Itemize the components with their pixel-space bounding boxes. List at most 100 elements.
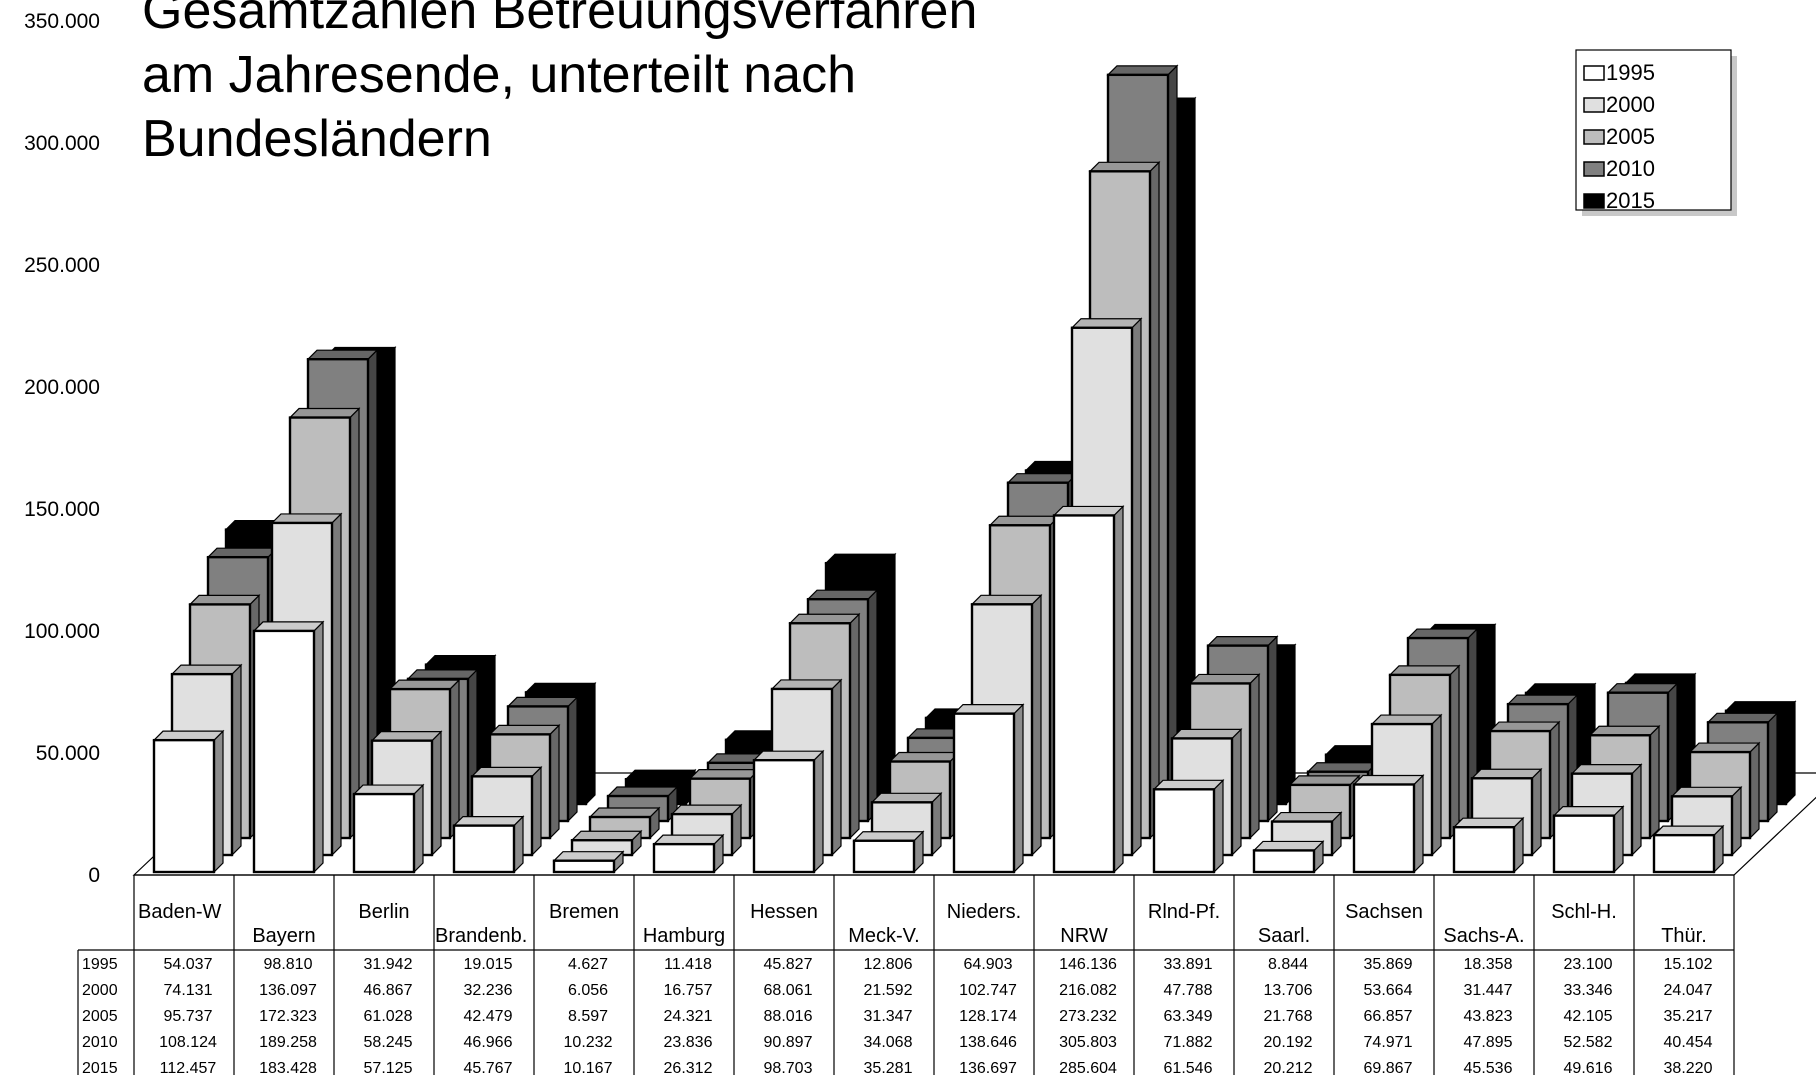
- data-label: 6.056: [568, 982, 608, 999]
- bar-side: [1785, 700, 1796, 806]
- data-label: 95.737: [164, 1008, 213, 1025]
- bar-front: [552, 859, 616, 874]
- bar-top: [1288, 775, 1361, 786]
- bar-top: [1506, 694, 1579, 705]
- bar-top: [806, 589, 879, 600]
- bar-side: [1113, 504, 1124, 874]
- bar-top: [970, 594, 1043, 605]
- data-label: 61.546: [1164, 1060, 1213, 1075]
- data-label: 35.217: [1664, 1008, 1713, 1025]
- row-label: 1995: [82, 956, 118, 973]
- bar: [1452, 816, 1525, 874]
- category-label: NRW: [1060, 925, 1108, 947]
- data-label: 108.124: [159, 1034, 217, 1051]
- data-label: 31.447: [1464, 982, 1513, 999]
- bar: [952, 703, 1025, 874]
- data-label: 31.347: [864, 1008, 913, 1025]
- category-label: Nieders.: [947, 901, 1021, 923]
- data-label: 47.788: [1164, 982, 1213, 999]
- data-label: 45.827: [764, 956, 813, 973]
- bar: [252, 620, 325, 874]
- data-label: 273.232: [1059, 1008, 1117, 1025]
- bar-side: [313, 620, 324, 874]
- bar-top: [1470, 768, 1543, 779]
- data-label: 69.867: [1364, 1060, 1413, 1075]
- data-label: 31.942: [364, 956, 413, 973]
- bar-top: [1188, 673, 1261, 685]
- data-label: 23.836: [664, 1034, 713, 1051]
- data-table: Baden-W Bayern Berlin Brandenb. Bremen Hambur…: [77, 874, 1735, 1075]
- y-tick-label: 250.000: [24, 254, 100, 277]
- bar-top: [1070, 318, 1143, 329]
- category-label: Saarl.: [1258, 925, 1310, 947]
- y-tick-label: 200.000: [24, 376, 100, 399]
- legend-label: 1995: [1606, 60, 1655, 85]
- bar-top: [652, 834, 725, 845]
- category-label: Meck-V.: [848, 925, 920, 947]
- category-label: Sachs-A.: [1443, 925, 1524, 947]
- data-label: 20.212: [1264, 1060, 1313, 1075]
- bar-side: [549, 723, 560, 840]
- data-label: 35.281: [864, 1060, 913, 1075]
- bar-top: [670, 804, 743, 815]
- bar-top: [424, 655, 497, 666]
- bar: [1152, 778, 1225, 874]
- bar: [1352, 774, 1425, 874]
- data-label: 74.131: [164, 982, 213, 999]
- bar-top: [1724, 701, 1797, 712]
- data-label: 40.454: [1664, 1034, 1713, 1051]
- bar-front: [952, 712, 1016, 874]
- bar-top: [1452, 817, 1525, 828]
- bar-top: [770, 679, 843, 690]
- row-label: 2005: [82, 1008, 118, 1025]
- data-label: 13.706: [1264, 982, 1313, 999]
- bar-front: [1352, 783, 1416, 874]
- bar-top: [1624, 673, 1697, 684]
- bar-top: [270, 513, 343, 524]
- bar-side: [1631, 763, 1642, 857]
- data-label: 172.323: [259, 1008, 317, 1025]
- category-label: Bayern: [252, 925, 315, 947]
- data-label: 58.245: [364, 1034, 413, 1051]
- bar-side: [1149, 160, 1160, 840]
- bar-top: [1052, 505, 1125, 517]
- y-tick-label: 100.000: [24, 620, 100, 643]
- bar-top: [688, 769, 761, 780]
- data-label: 15.102: [1664, 956, 1713, 973]
- bar-top: [370, 731, 443, 742]
- bar-side: [213, 729, 224, 874]
- data-label: 47.895: [1464, 1034, 1513, 1051]
- bar-side: [1649, 724, 1660, 840]
- data-label: 19.015: [464, 956, 513, 973]
- data-label: 98.810: [264, 956, 313, 973]
- data-label: 10.167: [564, 1060, 613, 1075]
- row-label: 2010: [82, 1034, 118, 1051]
- bar-side: [349, 407, 360, 840]
- data-label: 43.823: [1464, 1008, 1513, 1025]
- data-label: 8.597: [568, 1008, 608, 1025]
- data-label: 34.068: [864, 1034, 913, 1051]
- bar-side: [1531, 767, 1542, 857]
- data-label: 45.767: [464, 1060, 513, 1075]
- legend-label: 2000: [1606, 92, 1655, 117]
- data-label: 21.592: [864, 982, 913, 999]
- bar-top: [406, 669, 479, 680]
- data-label: 8.844: [1268, 956, 1308, 973]
- data-label: 42.105: [1564, 1008, 1613, 1025]
- bar-top: [624, 769, 697, 780]
- data-label: 46.966: [464, 1034, 513, 1051]
- bar-front: [1052, 514, 1116, 874]
- bar-front: [752, 758, 816, 874]
- category-label: Berlin: [358, 901, 409, 923]
- category-label: Thür.: [1661, 925, 1707, 947]
- bar-top: [888, 751, 961, 763]
- bar-side: [1031, 593, 1042, 857]
- data-label: 46.867: [364, 982, 413, 999]
- data-label: 136.697: [959, 1060, 1017, 1075]
- category-label: Hamburg: [643, 925, 725, 947]
- bar-side: [585, 681, 596, 806]
- data-label: 24.321: [664, 1008, 713, 1025]
- bar-top: [1270, 811, 1343, 823]
- legend-swatch: [1583, 193, 1605, 209]
- bar: [1552, 805, 1625, 874]
